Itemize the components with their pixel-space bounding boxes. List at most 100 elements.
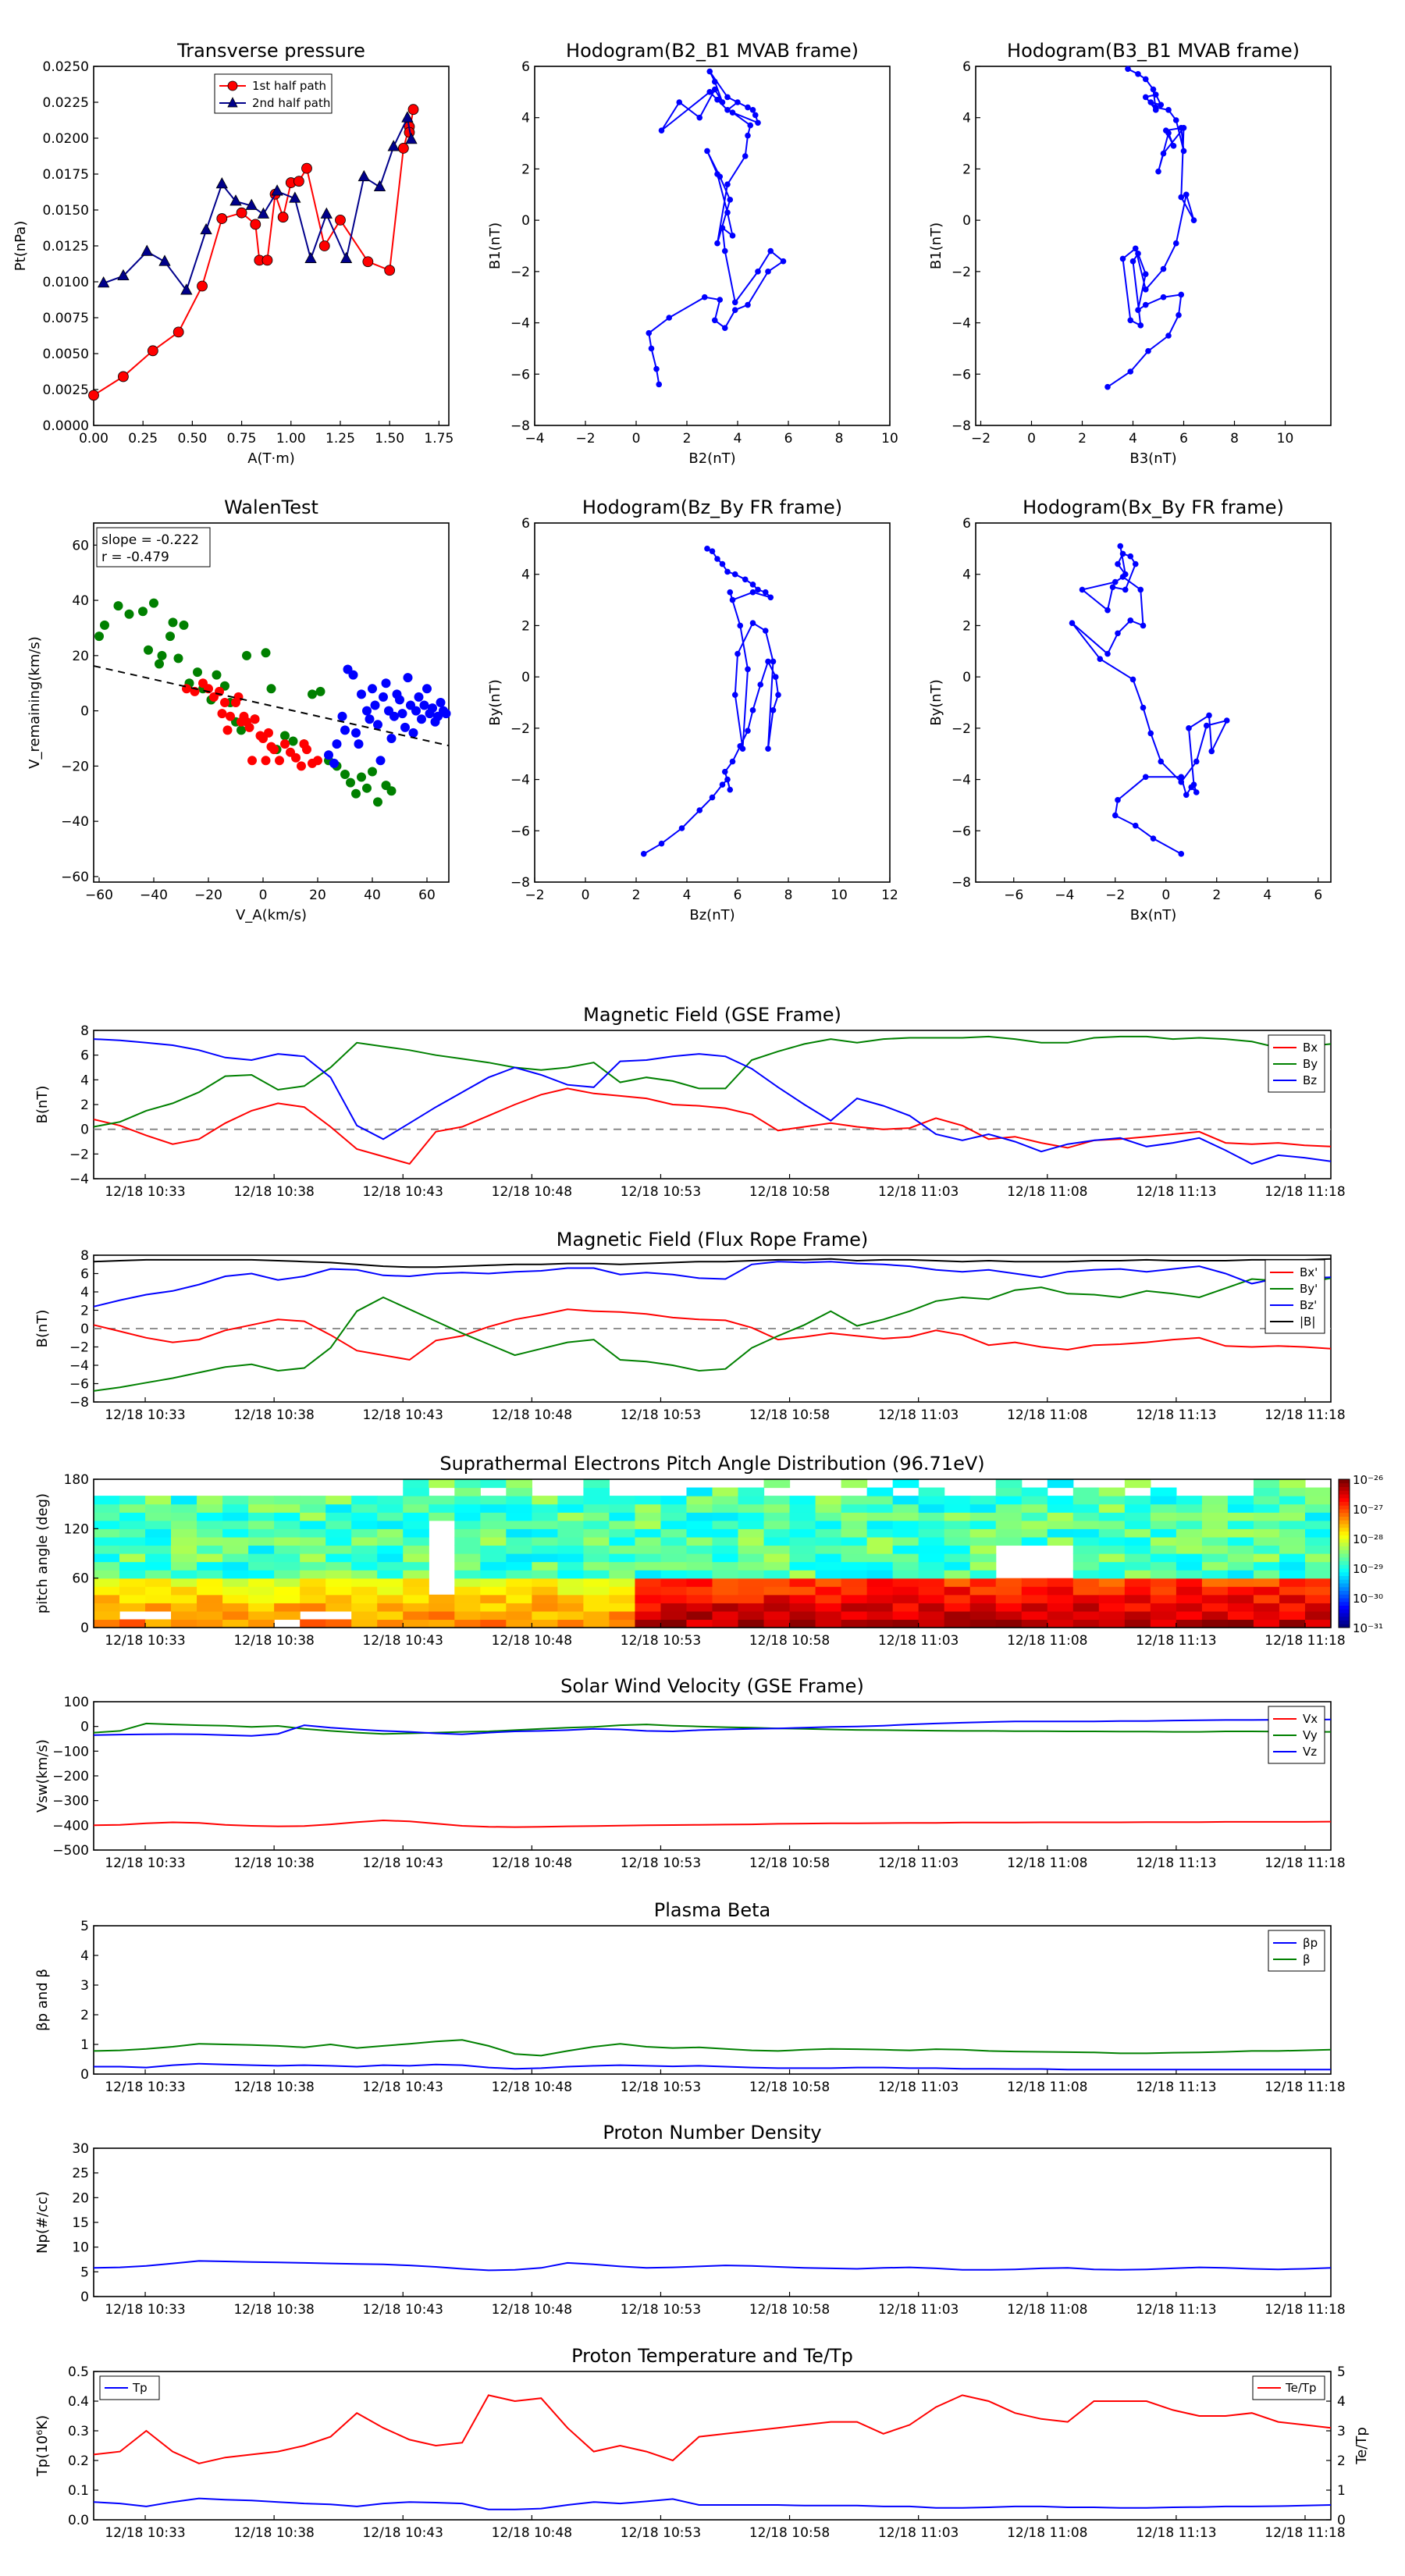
heatmap-cell [789, 1512, 816, 1521]
x-tick-label: 10 [881, 431, 898, 447]
y-tick-label: −2 [510, 265, 530, 280]
heatmap-cell [995, 1520, 1023, 1529]
heatmap-cell [1176, 1561, 1203, 1571]
scatter-point [226, 711, 235, 721]
scatter-point [165, 632, 175, 642]
heatmap-cell [815, 1536, 842, 1546]
heatmap-cell [892, 1512, 919, 1521]
time-tick-label: 12/18 10:38 [233, 1856, 314, 1871]
heatmap-cell [1304, 1503, 1332, 1513]
heatmap-cell [1098, 1619, 1126, 1628]
colorbar-segment [1339, 1579, 1350, 1584]
heatmap-cell [403, 1594, 429, 1603]
y-tick-label: −200 [52, 1769, 89, 1784]
heatmap-cell [377, 1619, 404, 1628]
heatmap-cell [815, 1496, 842, 1505]
heatmap-cell [222, 1603, 249, 1612]
heatmap-cell [171, 1586, 197, 1596]
time-tick-label: 12/18 10:58 [749, 2080, 830, 2095]
hodogram-bz-by-chart: Hodogram(Bz_By FR frame) −8 −6 −4 −2 0 2 4 6 −2 0 2… [487, 496, 898, 923]
heatmap-cell [119, 1496, 146, 1505]
heatmap-cell [1304, 1561, 1332, 1571]
x-tick-label: 2 [683, 431, 692, 447]
heatmap-cell [1176, 1528, 1203, 1538]
heatmap-cell [222, 1610, 249, 1621]
annotation-box [96, 527, 211, 568]
x-tick-label: −20 [194, 888, 222, 903]
data-point [735, 99, 741, 105]
heatmap-cell [119, 1570, 146, 1579]
x-tick-label: 10 [831, 888, 848, 903]
y-tick-label: 8 [80, 1023, 89, 1039]
data-point [1137, 586, 1144, 593]
heatmap-cell [274, 1603, 301, 1612]
data-point [335, 214, 346, 226]
hodogram-trace [643, 548, 780, 855]
heatmap-cell [815, 1561, 842, 1571]
heatmap-cell [248, 1610, 275, 1621]
heatmap-cell [480, 1479, 507, 1489]
y-tick-label: 20 [72, 649, 89, 664]
heatmap-cell [1124, 1603, 1151, 1612]
x-tick-label: 12 [881, 888, 898, 903]
heatmap-cell [94, 1619, 120, 1628]
colorbar-segment [1339, 1505, 1350, 1510]
colorbar-segment [1339, 1613, 1350, 1617]
heatmap-cell [635, 1528, 662, 1538]
heatmap-cell [1227, 1545, 1254, 1554]
time-tick-label: 12/18 11:08 [1007, 2080, 1087, 2095]
data-point [742, 153, 749, 159]
heatmap-cell [763, 1586, 791, 1596]
data-point [1127, 317, 1134, 324]
heatmap-cell [1227, 1496, 1254, 1505]
data-point [742, 576, 749, 583]
heatmap-cell [119, 1586, 146, 1596]
heatmap-cell [1072, 1619, 1100, 1628]
y-tick-label: 180 [64, 1472, 89, 1488]
heatmap-cell [609, 1619, 636, 1628]
heatmap-cell [995, 1578, 1023, 1587]
heatmap-cell [454, 1570, 481, 1579]
heatmap-cell [969, 1496, 997, 1505]
heatmap-cell [815, 1503, 842, 1513]
heatmap-cell [557, 1520, 584, 1529]
heatmap-cell [480, 1528, 507, 1538]
scatter-point [308, 689, 317, 699]
heatmap-cell [918, 1561, 945, 1571]
y-tick-label: −2 [951, 265, 971, 280]
heatmap-cell [1124, 1578, 1151, 1587]
data-point [257, 207, 270, 219]
y-tick-label: 0 [80, 2290, 89, 2305]
heatmap-cell [171, 1536, 197, 1546]
scatter-point [261, 756, 271, 766]
data-point [701, 294, 708, 301]
heatmap-cell [995, 1536, 1023, 1546]
heatmap-cell [145, 1603, 172, 1612]
heatmap-cell [480, 1503, 507, 1513]
heatmap-cell [274, 1570, 301, 1579]
heatmap-cell [1072, 1553, 1100, 1563]
y-tick-label: 4 [962, 111, 971, 126]
heatmap-cell [866, 1528, 894, 1538]
heatmap-cell [274, 1496, 301, 1505]
heatmap-cell [995, 1594, 1023, 1603]
scatter-point [193, 667, 202, 678]
x-tick-label: 0.75 [227, 431, 257, 447]
data-point [729, 109, 736, 116]
heatmap-cell [94, 1570, 120, 1579]
heatmap-cell [712, 1561, 739, 1571]
heatmap-cell [660, 1545, 688, 1554]
scatter-point [222, 725, 233, 735]
heatmap-cell [171, 1610, 197, 1621]
heatmap-cell [377, 1536, 404, 1546]
data-point [1119, 550, 1126, 557]
series-line-1st-half-path [93, 109, 414, 397]
heatmap-cell [892, 1603, 919, 1612]
heatmap-cell [1253, 1545, 1280, 1554]
heatmap-cell [918, 1536, 945, 1546]
heatmap-cell [274, 1512, 301, 1521]
data-point [1223, 717, 1230, 724]
heatmap-cell [274, 1553, 301, 1563]
heatmap-cell [222, 1545, 249, 1554]
x-tick-label: 2 [632, 888, 641, 903]
